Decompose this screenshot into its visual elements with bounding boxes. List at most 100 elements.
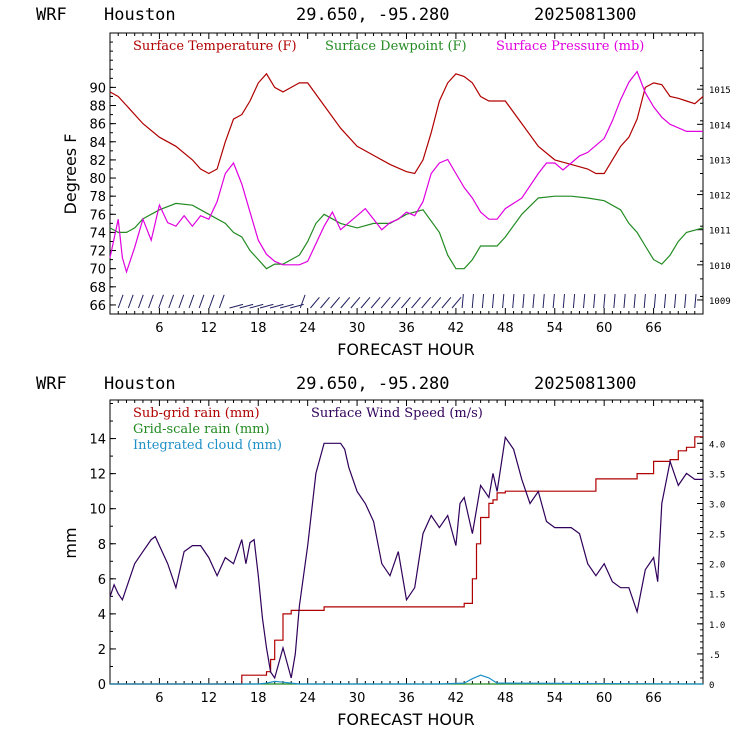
bottom-y2tick-label: 0 [709,681,714,691]
wind-barb [168,294,175,309]
bottom-xtick-label: 12 [201,691,218,706]
wind-barb [653,294,657,309]
top-ytick-label: 74 [89,226,106,241]
top-header-coords: 29.650, -95.280 [296,5,450,25]
wind-barb [481,294,485,309]
top-ytick-label: 70 [89,263,106,278]
bottom-xtick-label: 24 [299,691,316,706]
top-xtick-label: 24 [299,321,316,336]
wind-barb [694,294,697,309]
wind-barb [198,294,205,309]
top-header-location: Houston [104,5,176,25]
top-header: WRF Houston 29.650, -95.280 2025081300 [36,5,636,25]
top-ytick-label: 80 [89,172,106,187]
wind-barb [603,294,606,309]
bottom-series-integrated-cloud-mm [110,674,704,685]
wind-barb [421,296,432,309]
top-xtick-label: 42 [448,321,465,336]
bottom-xtick-label: 30 [349,691,366,706]
top-xtick-label: 48 [497,321,514,336]
bottom-y2tick-label: 3.0 [709,500,725,510]
legend-surface-dewpoint: Surface Dewpoint (F) [325,39,467,54]
wind-barb [148,294,154,309]
bottom-y2tick-label: 1.0 [709,621,725,631]
top-xtick-label: 6 [155,321,163,336]
bottom-ylabel: mm [61,527,80,558]
top-y2tick-label: 1015 [709,86,731,96]
bottom-ytick-label: 2 [98,643,106,658]
top-ytick-label: 82 [89,154,106,169]
bottom-series-surface-wind-speed-m-s [109,435,703,680]
wind-barb [239,303,254,309]
bottom-ytick-label: 8 [98,538,106,553]
wind-barb [249,303,264,309]
top-series-surface-dewpoint-f [109,195,704,270]
top-xtick-label: 54 [546,321,563,336]
top-header-model: WRF [36,5,67,25]
wind-barb [522,294,525,309]
bottom-legend: Sub-grid rain (mm) Surface Wind Speed (m… [133,406,483,453]
top-y2tick-label: 1010 [709,262,731,272]
bottom-ytick-label: 0 [98,678,106,693]
wind-barb [633,294,636,309]
top-ytick-label: 66 [89,299,106,314]
wind-barb [229,303,244,309]
wind-barb [218,294,225,309]
wind-barb [390,296,401,309]
top-ytick-label: 72 [89,245,106,260]
top-xlabel: FORECAST HOUR [337,340,475,359]
wind-barb [593,294,596,309]
top-ytick-label: 90 [89,81,106,96]
wind-barb [320,296,330,309]
legend-gridscale-rain: Grid-scale rain (mm) [133,422,270,437]
bottom-xtick-label: 42 [448,691,465,706]
wind-barb [370,296,381,309]
bottom-xtick-label: 36 [398,691,415,706]
top-xtick-label: 12 [201,321,218,336]
bottom-header-run: 2025081300 [534,374,636,394]
bottom-ytick-label: 4 [98,608,106,623]
bottom-xlabel: FORECAST HOUR [337,710,475,729]
wind-barb [127,294,134,309]
legend-integrated-cloud: Integrated cloud (mm) [133,438,282,453]
wind-barb [562,294,565,309]
top-xtick-label: 18 [250,321,267,336]
wind-barb [471,294,474,309]
bottom-header-model: WRF [36,374,67,394]
top-y2tick-label: 1011 [709,227,731,237]
bottom-ytick-label: 6 [98,573,106,588]
top-ytick-label: 86 [89,118,106,133]
wind-barb [117,294,124,309]
wind-barb [178,294,185,309]
wind-barb [663,294,667,309]
top-ytick-label: 88 [89,100,106,115]
top-ylabel: Degrees F [61,134,80,215]
wind-barb [623,294,626,309]
bottom-header-location: Houston [104,374,176,394]
wind-barb [259,303,274,309]
bottom-xtick-label: 54 [546,691,563,706]
legend-surface-temperature: Surface Temperature (F) [133,39,297,54]
top-ytick-label: 68 [89,281,106,296]
top-ytick-label: 78 [89,190,106,205]
wind-barb [340,296,351,309]
top-y2tick-label: 1012 [709,192,731,202]
wind-barb [188,294,195,309]
legend-subgrid-rain: Sub-grid rain (mm) [133,406,260,421]
legend-surface-pressure: Surface Pressure (mb) [496,39,644,54]
bottom-xtick-label: 60 [596,691,613,706]
wind-barb [158,294,164,309]
top-ytick-label: 84 [89,136,106,151]
bottom-ytick-label: 14 [89,433,106,448]
temperature-panel: 6 12 18 24 30 36 42 48 54 60 66 66 68 70 72 74 76 78 80 82 8… [89,32,731,336]
wind-barb [613,294,616,309]
wind-barb [431,296,442,309]
bottom-xtick-label: 66 [645,691,662,706]
bottom-header-coords: 29.650, -95.280 [296,374,450,394]
wind-barb [137,294,144,309]
bottom-y2tick-label: 2.0 [709,561,725,571]
bottom-y2tick-label: 2.5 [709,531,725,541]
top-series-surface-pressure-mb [109,70,703,274]
wind-barb [542,294,545,309]
wind-barb [330,296,341,309]
